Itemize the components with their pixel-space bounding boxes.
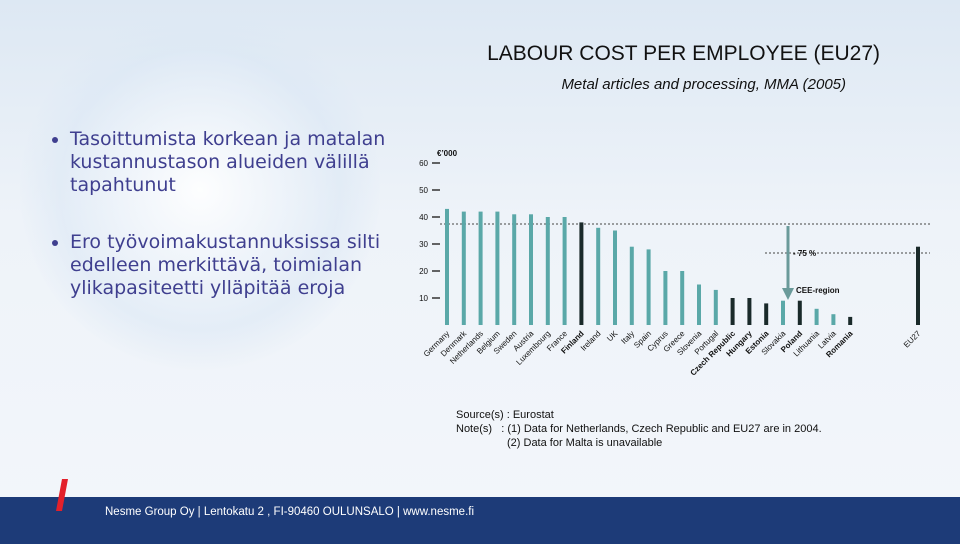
bar bbox=[613, 230, 617, 325]
footer: Nesme Group Oy | Lentokatu 2 , FI-90460 … bbox=[0, 479, 960, 544]
y-tick-label: 60 bbox=[419, 159, 428, 168]
bar bbox=[680, 271, 685, 325]
footer-text: Nesme Group Oy | Lentokatu 2 , FI-90460 … bbox=[105, 506, 475, 518]
source-line: Source(s) : Eurostat bbox=[456, 409, 554, 421]
x-tick-label: EU27 bbox=[902, 329, 923, 350]
note-line: (2) Data for Malta is unavailable bbox=[507, 437, 663, 449]
slide-title: LABOUR COST PER EMPLOYEE (EU27) bbox=[487, 42, 880, 65]
y-tick-label: 50 bbox=[419, 186, 428, 195]
bar bbox=[848, 316, 853, 325]
bar bbox=[747, 298, 752, 325]
logo-mark bbox=[56, 479, 68, 511]
bar bbox=[596, 227, 601, 325]
bar bbox=[461, 211, 466, 325]
bar bbox=[478, 211, 483, 325]
bar bbox=[646, 249, 651, 325]
background-globe bbox=[20, 10, 380, 370]
bar bbox=[781, 300, 785, 325]
source-notes: Source(s) : Eurostat Note(s) : (1) Data … bbox=[456, 408, 822, 450]
bar bbox=[445, 208, 449, 325]
y-tick-label: 30 bbox=[419, 240, 428, 249]
bar bbox=[916, 246, 920, 325]
bar bbox=[562, 217, 567, 325]
bar bbox=[831, 314, 836, 325]
annotation: - 75 % bbox=[793, 249, 816, 258]
y-tick-label: 20 bbox=[419, 267, 428, 276]
notes: Note(s) : (1) Data for Netherlands, Czec… bbox=[456, 422, 822, 436]
bar bbox=[663, 271, 668, 325]
y-tick-label: 10 bbox=[419, 294, 428, 303]
bar bbox=[579, 222, 584, 325]
y-tick-label: 40 bbox=[419, 213, 428, 222]
y-axis-label: €’000 bbox=[437, 149, 458, 158]
bar bbox=[529, 214, 533, 325]
bullet: Tasoittumista korkean ja matalan kustann… bbox=[70, 128, 400, 197]
note-line: : (1) Data for Netherlands, Czech Republ… bbox=[501, 423, 822, 435]
bar bbox=[814, 308, 819, 325]
annotation: CEE-region bbox=[796, 286, 840, 295]
bar bbox=[629, 246, 634, 325]
bar bbox=[730, 298, 735, 325]
bar bbox=[713, 289, 718, 325]
bar bbox=[697, 284, 701, 325]
bar bbox=[512, 214, 517, 325]
bar bbox=[797, 300, 802, 325]
bar bbox=[545, 217, 550, 325]
logo bbox=[56, 479, 68, 511]
slide-subtitle: Metal articles and processing, MMA (2005… bbox=[561, 76, 846, 93]
arrow-head bbox=[782, 288, 794, 300]
bullet-list: Tasoittumista korkean ja matalan kustann… bbox=[34, 128, 400, 334]
note-label: Note(s) bbox=[456, 423, 493, 435]
bar bbox=[495, 211, 500, 325]
bullet: Ero työvoimakustannuksissa silti edellee… bbox=[70, 231, 400, 300]
x-tick-label: UK bbox=[605, 329, 620, 344]
bar bbox=[764, 303, 769, 325]
